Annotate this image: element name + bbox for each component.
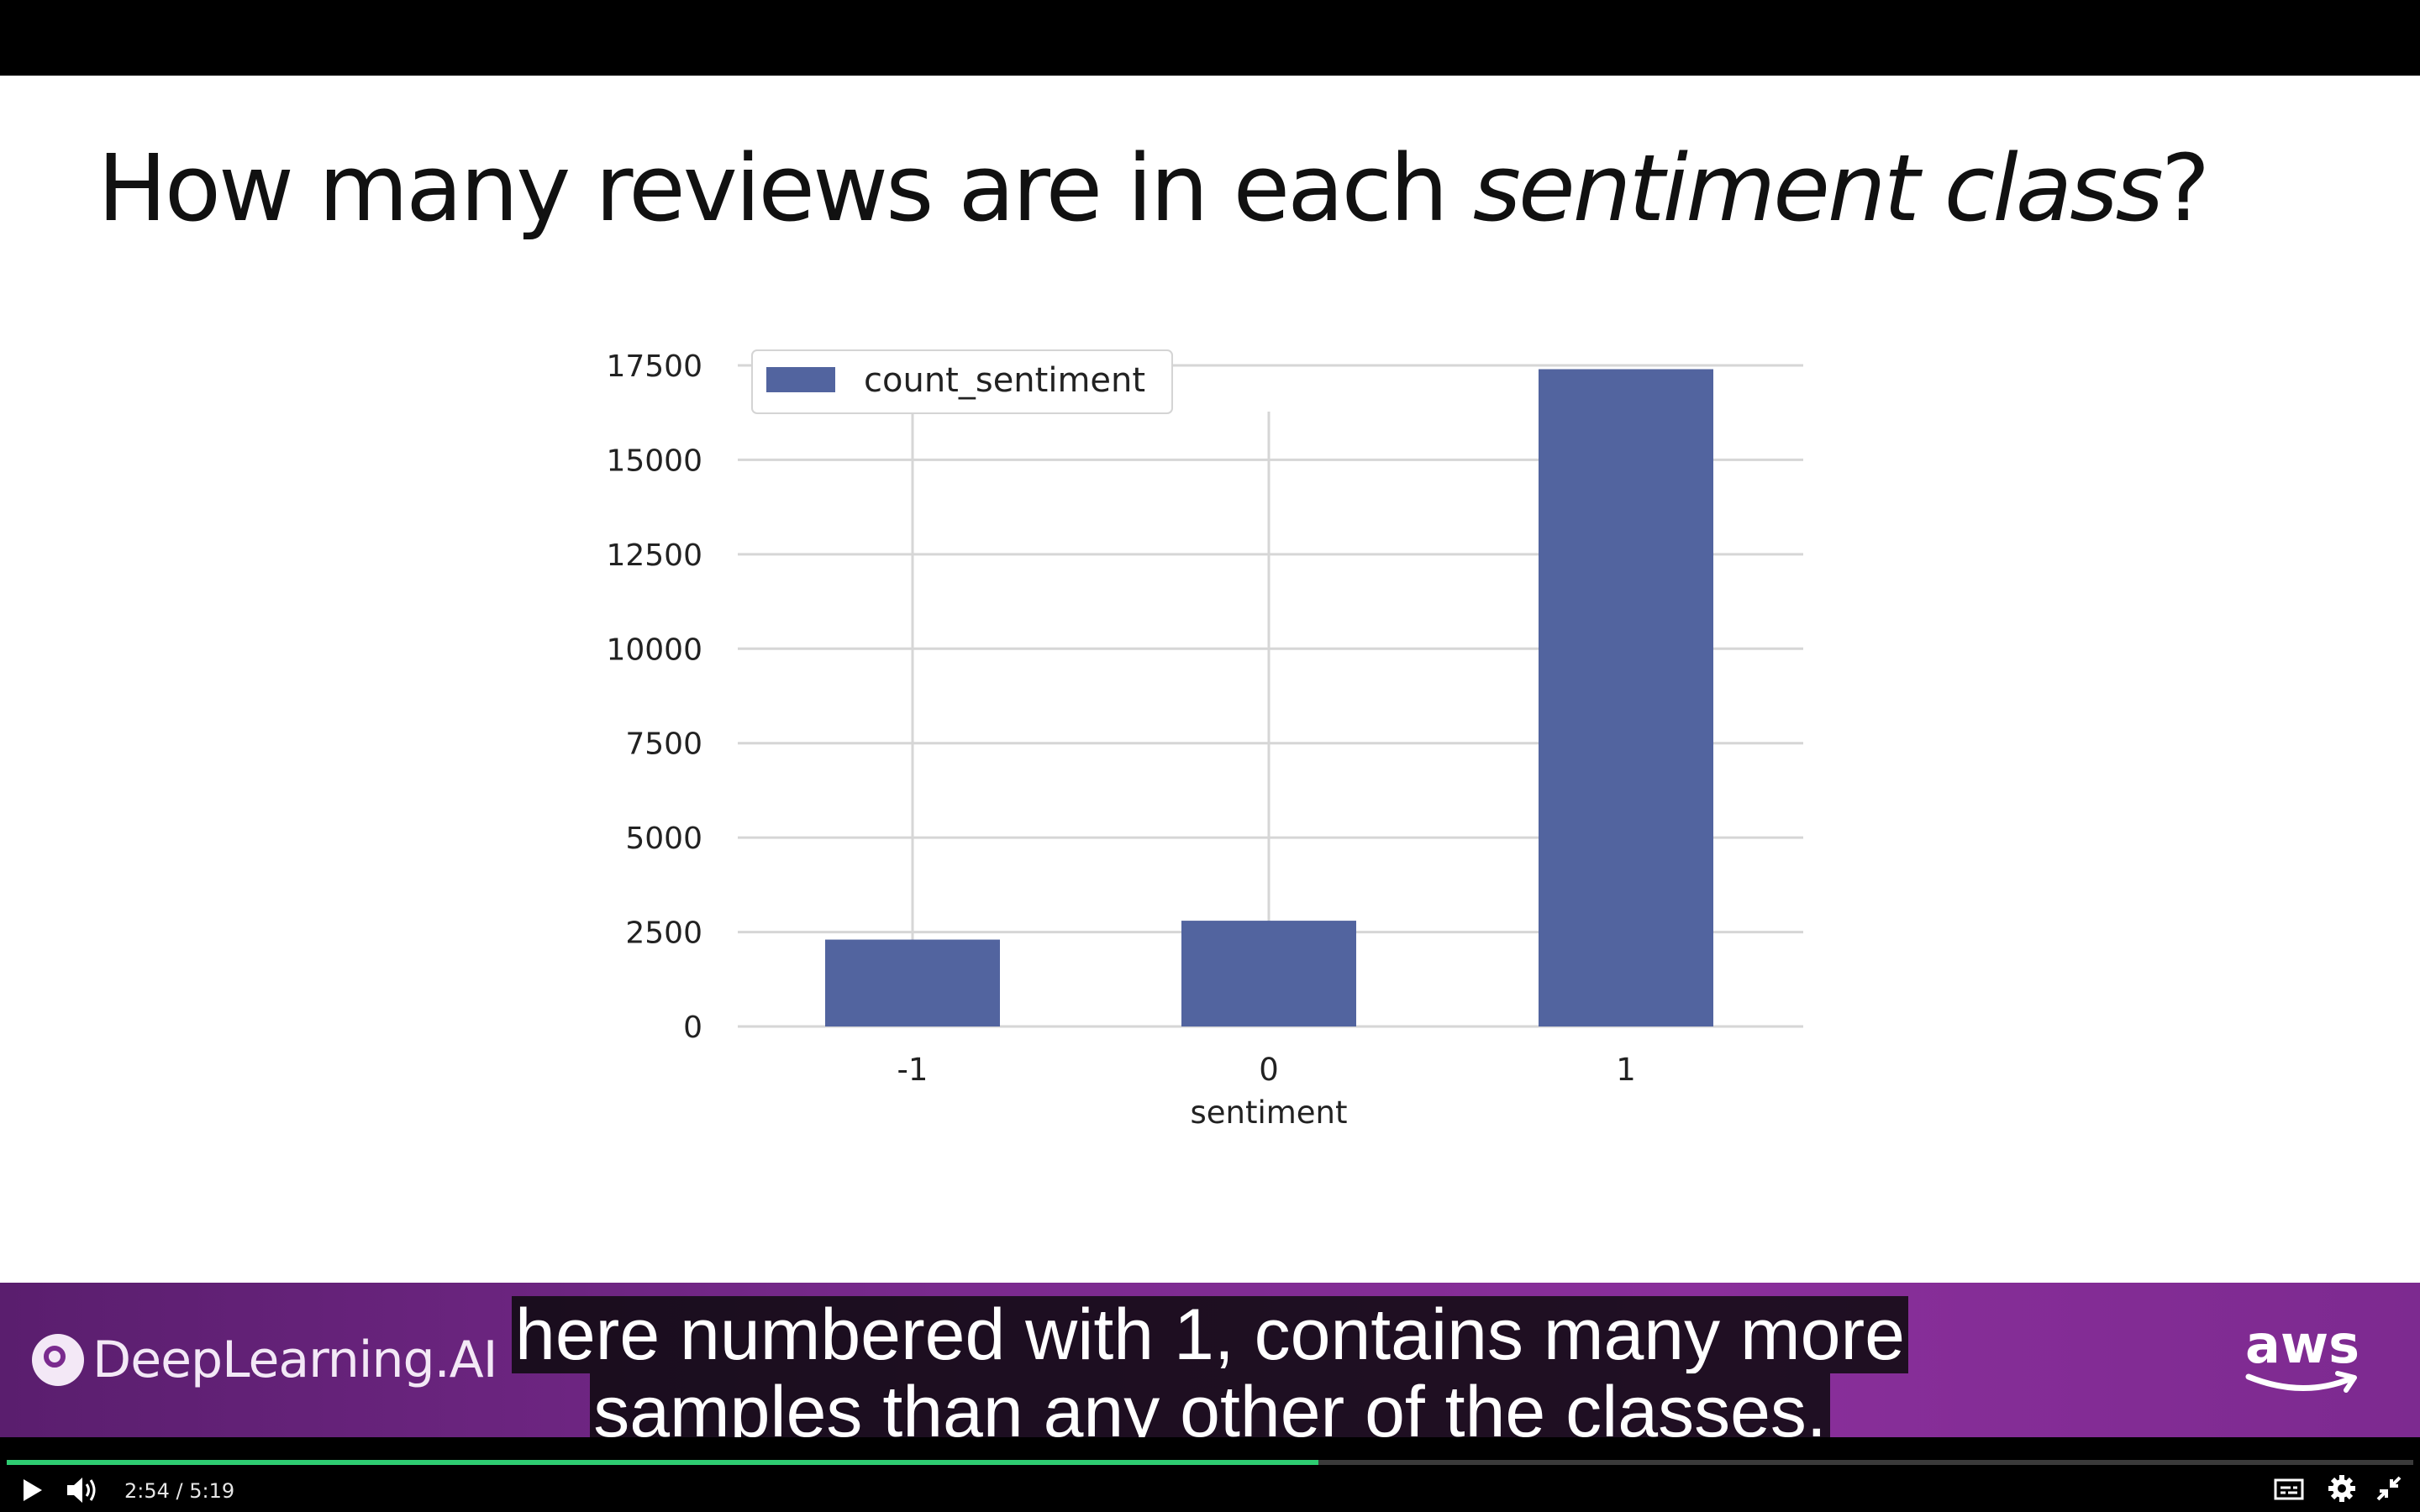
bar-1 bbox=[1539, 369, 1713, 1026]
x-axis-ticks: -1 0 1 bbox=[897, 1052, 1636, 1088]
current-time: 2:54 bbox=[124, 1479, 170, 1503]
aws-logo-text: aws bbox=[2244, 1314, 2360, 1375]
slide-title-pre: How many reviews are in each bbox=[97, 134, 1473, 242]
legend-swatch bbox=[766, 367, 835, 392]
legend-label: count_sentiment bbox=[864, 361, 1145, 400]
caption-line-1: here numbered with 1, contains many more bbox=[512, 1296, 1908, 1373]
time-separator: / bbox=[176, 1479, 183, 1503]
bar--1 bbox=[825, 939, 1000, 1026]
y-tick-label: 17500 bbox=[606, 349, 702, 384]
chart-legend: count_sentiment bbox=[751, 349, 1173, 414]
bar-0 bbox=[1181, 921, 1356, 1026]
y-tick-label: 2500 bbox=[625, 916, 702, 951]
x-axis-label: sentiment bbox=[1190, 1095, 1347, 1131]
deeplearning-ai-logo: DeepLearning.AI bbox=[32, 1330, 497, 1390]
time-display: 2:54 / 5:19 bbox=[124, 1479, 234, 1503]
chart-bars bbox=[825, 369, 1713, 1026]
play-icon[interactable] bbox=[24, 1479, 42, 1501]
slide-title-emphasis: sentiment class bbox=[1472, 134, 2164, 242]
video-controls: 2:54 / 5:19 bbox=[0, 1437, 2420, 1512]
x-tick-label: 0 bbox=[1259, 1052, 1279, 1088]
progress-fill bbox=[7, 1460, 1318, 1465]
y-tick-label: 15000 bbox=[606, 444, 702, 478]
y-tick-label: 7500 bbox=[625, 727, 702, 762]
volume-icon[interactable] bbox=[66, 1476, 99, 1504]
y-tick-label: 5000 bbox=[625, 822, 702, 856]
aws-logo: aws bbox=[2244, 1314, 2361, 1395]
y-tick-label: 10000 bbox=[606, 633, 702, 667]
duration: 5:19 bbox=[189, 1479, 235, 1503]
video-captions: here numbered with 1, contains many more… bbox=[0, 1296, 2420, 1451]
y-tick-label: 0 bbox=[683, 1011, 702, 1045]
slide: How many reviews are in each sentiment c… bbox=[0, 76, 2420, 1283]
x-tick-label: -1 bbox=[897, 1052, 929, 1088]
y-tick-label: 12500 bbox=[606, 538, 702, 573]
gear-icon[interactable] bbox=[2328, 1474, 2356, 1503]
legend-frame bbox=[751, 349, 1173, 414]
bar-chart: 0 2500 5000 7500 10000 12500 15000 17500 -1 0 1 s… bbox=[606, 349, 1803, 1131]
progress-bar[interactable] bbox=[7, 1460, 2413, 1465]
slide-title-post: ? bbox=[2160, 134, 2210, 242]
captions-icon[interactable] bbox=[2274, 1478, 2304, 1501]
logo-text: DeepLearning.AI bbox=[92, 1331, 497, 1389]
slide-title: How many reviews are in each sentiment c… bbox=[97, 134, 2210, 242]
x-tick-label: 1 bbox=[1616, 1052, 1636, 1088]
deeplearning-logo-icon bbox=[32, 1334, 84, 1386]
y-axis-ticks: 0 2500 5000 7500 10000 12500 15000 17500 bbox=[606, 349, 702, 1045]
exit-fullscreen-icon[interactable] bbox=[2375, 1474, 2403, 1503]
aws-smile-icon bbox=[2245, 1371, 2357, 1393]
